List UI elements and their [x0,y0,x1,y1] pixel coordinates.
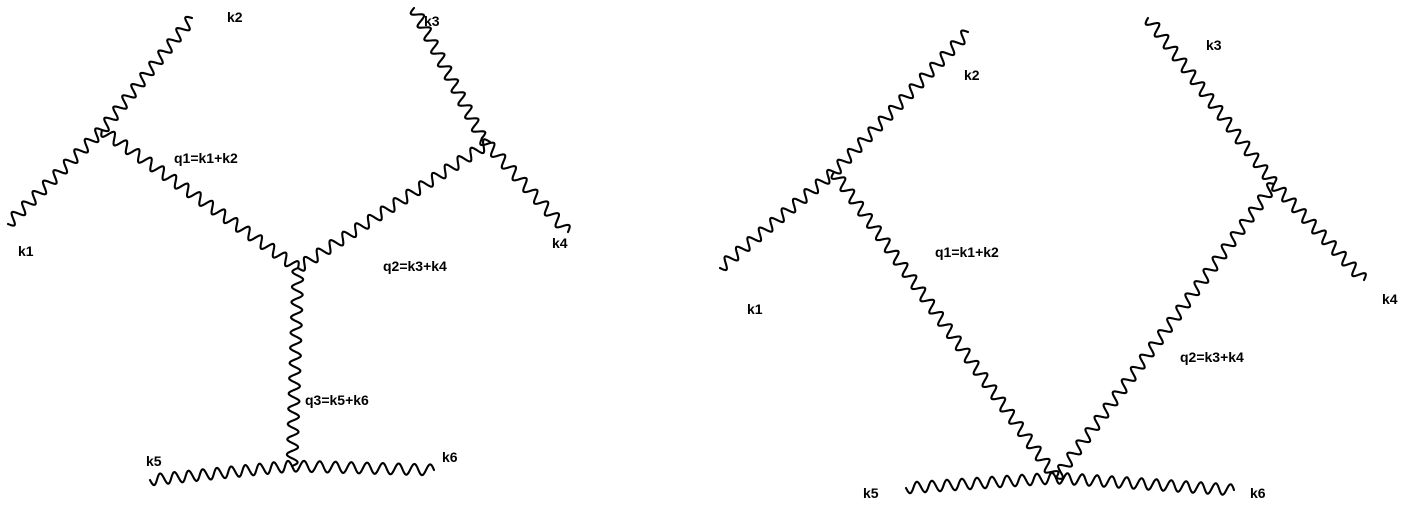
loop-propagator-q2-label: q2=k3+k4 [1180,349,1244,365]
loop-external-leg-k5-label: k5 [863,485,879,501]
tree-external-leg-k3 [409,6,487,140]
loop-diagram: k1 k2 k3 k4 k5 k6 q1=k1+k2 q2=k3+k4 [718,16,1398,501]
tree-external-leg-k6-label: k6 [442,449,458,465]
loop-external-leg-k6 [1054,472,1236,496]
loop-external-leg-k3-label: k3 [1206,37,1222,53]
tree-propagator-q3-label: q3=k5+k6 [305,392,369,408]
tree-level-diagram: k1 k2 k3 k4 k5 k6 q1=k1+k2 q2=k3+k4 q3=k5+k6 [6,6,571,487]
tree-propagator-q3 [285,266,305,468]
loop-external-leg-k2-label: k2 [964,67,980,83]
tree-external-leg-k2-label: k2 [227,9,243,25]
loop-external-leg-k1-label: k1 [747,301,763,317]
loop-external-leg-k4-label: k4 [1382,291,1398,307]
tree-external-leg-k5-label: k5 [146,453,162,469]
loop-external-leg-k6-label: k6 [1250,485,1266,501]
loop-propagator-q1 [830,170,1060,480]
tree-external-leg-k4-label: k4 [552,235,568,251]
tree-propagator-q2-label: q2=k3+k4 [383,258,447,274]
tree-propagator-q1-label: q1=k1+k2 [174,150,238,166]
tree-external-leg-k6 [290,459,436,477]
tree-propagator-q2 [296,138,492,272]
loop-propagator-q1-label: q1=k1+k2 [935,244,999,260]
loop-external-leg-k3 [1144,16,1278,186]
tree-external-leg-k1 [6,127,104,227]
tree-external-leg-k2 [100,15,194,133]
tree-propagator-q1 [100,128,300,270]
loop-external-leg-k5 [904,471,1058,495]
tree-external-leg-k1-label: k1 [18,243,34,259]
loop-external-leg-k2 [832,29,970,175]
loop-external-leg-k4 [1271,182,1367,282]
loop-external-leg-k1 [718,168,836,272]
tree-external-leg-k3-label: k3 [424,13,440,29]
tree-external-leg-k5 [148,459,294,487]
tree-external-leg-k4 [479,136,571,234]
loop-propagator-q2 [1054,182,1276,480]
